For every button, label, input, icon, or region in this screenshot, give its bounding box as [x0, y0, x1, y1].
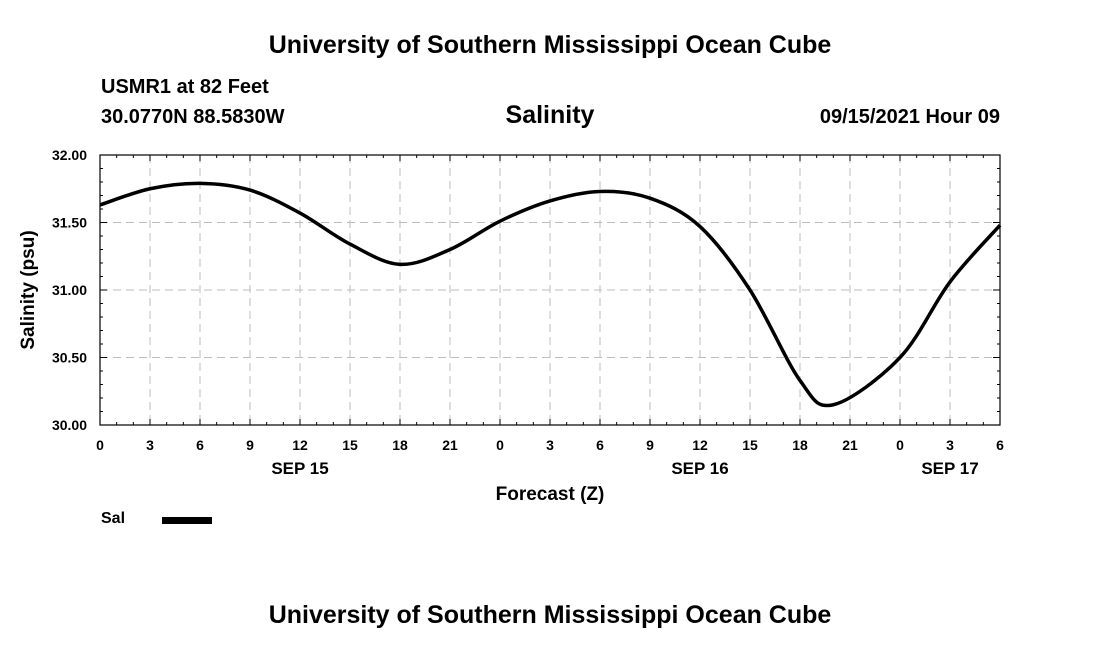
x-tick-label: 15	[742, 437, 758, 453]
x-tick-label: 6	[596, 437, 604, 453]
date-label: SEP 15	[271, 459, 328, 478]
coordinates-label: 30.0770N 88.5830W	[101, 106, 285, 128]
x-axis-label: Forecast (Z)	[496, 484, 605, 505]
tick-layer	[99, 154, 1001, 426]
x-tick-label: 9	[246, 437, 254, 453]
x-tick-label: 18	[392, 437, 408, 453]
legend-swatch-sal	[162, 517, 212, 524]
date-label: SEP 16	[671, 459, 728, 478]
label-layer: 0 3 6 9 12 15 18 21 0 3 6 9 12 15 18 21 0 3 6 SEP 15 SEP 16 S…	[52, 147, 1004, 478]
y-tick-label: 30.00	[52, 417, 87, 433]
y-tick-label: 30.50	[52, 350, 87, 366]
x-tick-label: 3	[946, 437, 954, 453]
x-tick-label: 18	[792, 437, 808, 453]
footer-title: University of Southern Mississippi Ocean…	[268, 601, 832, 629]
y-tick-label: 31.00	[52, 282, 87, 298]
y-axis-label: Salinity (psu)	[18, 230, 39, 349]
series-line-sal	[99, 181, 1002, 408]
page-title: University of Southern Mississippi Ocean…	[268, 31, 832, 59]
station-label: USMR1 at 82 Feet	[101, 76, 269, 98]
x-tick-label: 3	[146, 437, 154, 453]
x-tick-label: 12	[692, 437, 708, 453]
datetime-label: 09/15/2021 Hour 09	[819, 106, 1000, 128]
x-tick-label: 6	[196, 437, 204, 453]
date-label: SEP 17	[921, 459, 978, 478]
x-tick-label: 21	[442, 437, 458, 453]
x-tick-label: 21	[842, 437, 858, 453]
x-tick-label: 9	[646, 437, 654, 453]
legend-label: Sal	[101, 510, 126, 527]
y-tick-label: 31.50	[52, 215, 87, 231]
x-tick-label: 3	[546, 437, 554, 453]
x-tick-label: 6	[996, 437, 1004, 453]
x-tick-label: 0	[96, 437, 104, 453]
series-layer	[99, 181, 1002, 408]
y-tick-label: 32.00	[52, 147, 87, 163]
chart-title: Salinity	[505, 101, 595, 129]
x-tick-label: 0	[496, 437, 504, 453]
x-tick-label: 15	[342, 437, 358, 453]
x-tick-label: 0	[896, 437, 904, 453]
x-tick-label: 12	[292, 437, 308, 453]
grid-layer	[100, 155, 1000, 425]
